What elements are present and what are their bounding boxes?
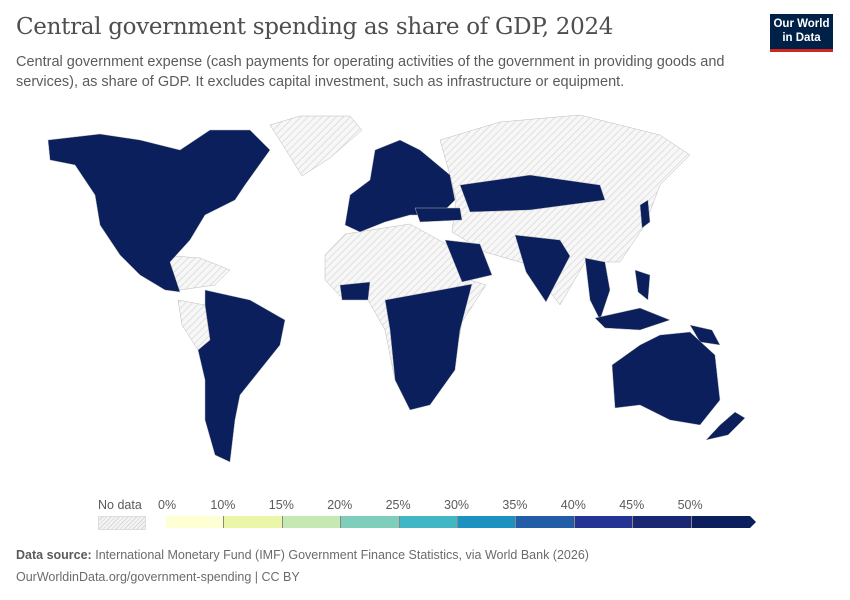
legend-bin[interactable] bbox=[224, 516, 283, 528]
southeast-asia[interactable] bbox=[584, 257, 611, 321]
legend-bin[interactable] bbox=[458, 516, 517, 528]
legend-bin[interactable] bbox=[341, 516, 400, 528]
japan[interactable] bbox=[639, 199, 651, 229]
legend-bin[interactable] bbox=[166, 516, 225, 528]
legend-tick-label: 20% bbox=[327, 498, 353, 512]
india[interactable] bbox=[514, 234, 571, 303]
legend-tick-label: 0% bbox=[158, 498, 177, 512]
owid-logo[interactable]: Our World in Data bbox=[770, 14, 833, 52]
legend-tick-label: 15% bbox=[268, 498, 294, 512]
west-africa[interactable] bbox=[339, 281, 371, 301]
indonesia[interactable] bbox=[594, 307, 671, 331]
greenland-no-data[interactable] bbox=[269, 115, 363, 177]
legend-bin[interactable] bbox=[282, 516, 342, 528]
url-link[interactable]: OurWorldinData.org/government-spending |… bbox=[16, 570, 300, 584]
chart-title: Central government spending as share of … bbox=[16, 14, 614, 40]
papua-new-guinea[interactable] bbox=[689, 324, 721, 346]
legend-no-data-swatch[interactable] bbox=[98, 516, 146, 530]
turkey[interactable] bbox=[414, 207, 463, 223]
chart-subtitle: Central government expense (cash payment… bbox=[16, 54, 725, 90]
legend-bin[interactable] bbox=[399, 516, 458, 528]
legend-no-data-label: No data bbox=[98, 498, 142, 512]
legend-tick-label: 40% bbox=[560, 498, 586, 512]
legend-bin[interactable] bbox=[691, 516, 750, 528]
legend-tick-label: 50% bbox=[677, 498, 703, 512]
south-america[interactable] bbox=[197, 289, 286, 463]
legend-bin[interactable] bbox=[516, 516, 575, 528]
data-source: Data source: International Monetary Fund… bbox=[16, 548, 589, 562]
legend-arrow-icon bbox=[750, 516, 756, 528]
world-map[interactable] bbox=[0, 100, 850, 480]
philippines[interactable] bbox=[634, 269, 651, 301]
legend-tick-label: 35% bbox=[502, 498, 528, 512]
new-zealand[interactable] bbox=[705, 411, 746, 441]
southern-central-africa[interactable] bbox=[384, 283, 473, 411]
source-label: Data source: bbox=[16, 548, 92, 562]
kazakhstan-mongolia[interactable] bbox=[459, 174, 606, 213]
source-text: International Monetary Fund (IMF) Govern… bbox=[95, 548, 589, 562]
legend-tick-label: 10% bbox=[210, 498, 236, 512]
legend-bin[interactable] bbox=[633, 516, 692, 528]
legend-tick-label: 25% bbox=[385, 498, 411, 512]
saudi-arabia[interactable] bbox=[444, 239, 493, 283]
north-america[interactable] bbox=[47, 129, 271, 293]
legend-bin[interactable] bbox=[574, 516, 634, 528]
legend-tick-label: 30% bbox=[444, 498, 470, 512]
australia[interactable] bbox=[611, 331, 721, 426]
legend-tick-label: 45% bbox=[619, 498, 645, 512]
